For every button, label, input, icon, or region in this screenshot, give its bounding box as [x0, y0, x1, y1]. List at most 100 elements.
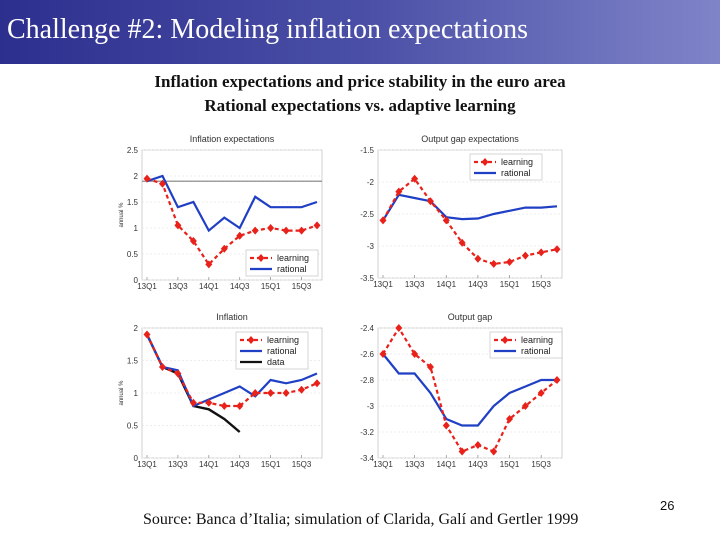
chart-title: Output gap: [448, 312, 493, 322]
y-tick-label: 0.5: [127, 422, 139, 431]
data-point-learning: [143, 330, 151, 339]
data-point-learning: [251, 226, 259, 235]
data-point-learning: [236, 402, 244, 410]
data-point-learning: [490, 259, 498, 268]
y-tick-label: 2.5: [127, 146, 139, 155]
legend-label-data: data: [267, 357, 285, 367]
series-line-rational: [146, 174, 318, 233]
x-tick-label: 15Q3: [531, 460, 551, 469]
data-point-learning: [395, 187, 403, 196]
legend-label-learning: learning: [501, 157, 533, 167]
y-tick-label: -3: [367, 402, 375, 411]
y-tick-label: 1.5: [127, 357, 139, 366]
data-point-learning: [282, 226, 290, 235]
data-point-learning: [506, 415, 514, 423]
data-point-learning: [521, 402, 529, 410]
legend-label-rational: rational: [501, 168, 531, 178]
y-tick-label: 0: [134, 276, 139, 285]
data-point-learning: [474, 441, 482, 449]
data-point-learning: [395, 324, 403, 332]
data-point-learning: [158, 363, 166, 371]
slide-subtitle: Inflation expectations and price stabili…: [154, 72, 566, 91]
chart-title: Inflation expectations: [190, 134, 275, 144]
chart-0: 0 0.5 1 1.5 2 2.5 13Q1 13Q3 14Q1 14Q3 15Q1 15Q3 Infl…: [119, 134, 323, 291]
data-point-learning: [426, 197, 434, 206]
source-note: Source: Banca d’Italia; simulation of Cl…: [143, 511, 579, 528]
chart-title: Output gap expectations: [421, 134, 519, 144]
data-point-learning: [474, 254, 482, 263]
y-tick-label: -2.4: [360, 324, 374, 333]
data-point-learning: [174, 369, 182, 378]
x-tick-label: 14Q3: [230, 282, 250, 291]
y-axis-label: annual %: [119, 380, 125, 406]
series-line-learning: [146, 334, 318, 408]
data-point-learning: [313, 379, 321, 388]
y-tick-label: -3: [367, 242, 375, 251]
series-line-rational: [382, 193, 558, 221]
x-tick-label: 14Q3: [230, 460, 250, 469]
page-number: 26: [660, 498, 675, 513]
x-tick-label: 13Q1: [137, 460, 157, 469]
y-tick-label: 2: [134, 172, 139, 181]
data-point-learning: [267, 224, 275, 232]
x-tick-label: 15Q3: [292, 282, 312, 291]
data-point-learning: [313, 221, 321, 230]
data-point-learning: [553, 376, 561, 384]
x-tick-label: 15Q1: [261, 460, 281, 469]
legend-marker-learning: [257, 254, 265, 262]
data-point-learning: [298, 226, 306, 235]
x-tick-label: 14Q3: [468, 460, 488, 469]
x-tick-label: 13Q3: [405, 280, 425, 289]
slide-title: Challenge #2: Modeling inflation expecta…: [7, 14, 528, 45]
x-tick-label: 13Q1: [373, 280, 393, 289]
data-point-learning: [379, 350, 387, 358]
legend-label-learning: learning: [521, 335, 553, 345]
y-tick-label: -3.2: [360, 428, 374, 437]
y-tick-label: -3.4: [360, 454, 374, 463]
data-point-learning: [205, 398, 213, 407]
legend-label-learning: learning: [267, 335, 299, 345]
chart-title: Inflation: [216, 312, 248, 322]
y-tick-label: -1.5: [360, 146, 374, 155]
data-point-learning: [553, 245, 561, 254]
x-tick-label: 14Q1: [199, 460, 219, 469]
x-tick-label: 15Q3: [531, 280, 551, 289]
x-tick-label: 13Q3: [405, 460, 425, 469]
title-bar: Challenge #2: Modeling inflation expecta…: [0, 0, 720, 64]
x-tick-label: 14Q1: [199, 282, 219, 291]
y-tick-label: -2: [367, 178, 375, 187]
y-axis-label: annual %: [119, 202, 125, 228]
data-point-learning: [537, 248, 545, 257]
legend-marker-learning: [481, 158, 489, 166]
data-point-learning: [282, 389, 290, 397]
data-point-learning: [442, 216, 450, 225]
y-tick-label: -2.8: [360, 376, 374, 385]
y-tick-label: 1.5: [127, 198, 139, 207]
data-point-learning: [490, 447, 498, 456]
y-tick-label: 1: [134, 224, 139, 233]
x-tick-label: 14Q3: [468, 280, 488, 289]
data-point-learning: [189, 398, 197, 407]
legend-label-rational: rational: [277, 264, 307, 274]
data-point-learning: [189, 237, 197, 245]
x-tick-label: 13Q3: [168, 460, 188, 469]
y-tick-label: 2: [134, 324, 139, 333]
data-point-learning: [205, 260, 213, 269]
legend-marker-learning: [247, 336, 255, 344]
legend-label-learning: learning: [277, 253, 309, 263]
series-line-learning: [382, 325, 558, 453]
legend-box: [245, 249, 319, 277]
data-point-learning: [298, 385, 306, 394]
data-point-learning: [143, 174, 151, 183]
data-point-learning: [426, 363, 434, 371]
series-line-rational: [146, 334, 318, 408]
chart-2: 0 0.5 1 1.5 2 13Q1 13Q3 14Q1 14Q3 15Q1 15Q3 Inflati…: [119, 312, 323, 469]
x-tick-label: 13Q3: [168, 282, 188, 291]
data-point-learning: [379, 216, 387, 225]
legend-box: [489, 331, 563, 359]
x-tick-label: 15Q1: [500, 280, 520, 289]
